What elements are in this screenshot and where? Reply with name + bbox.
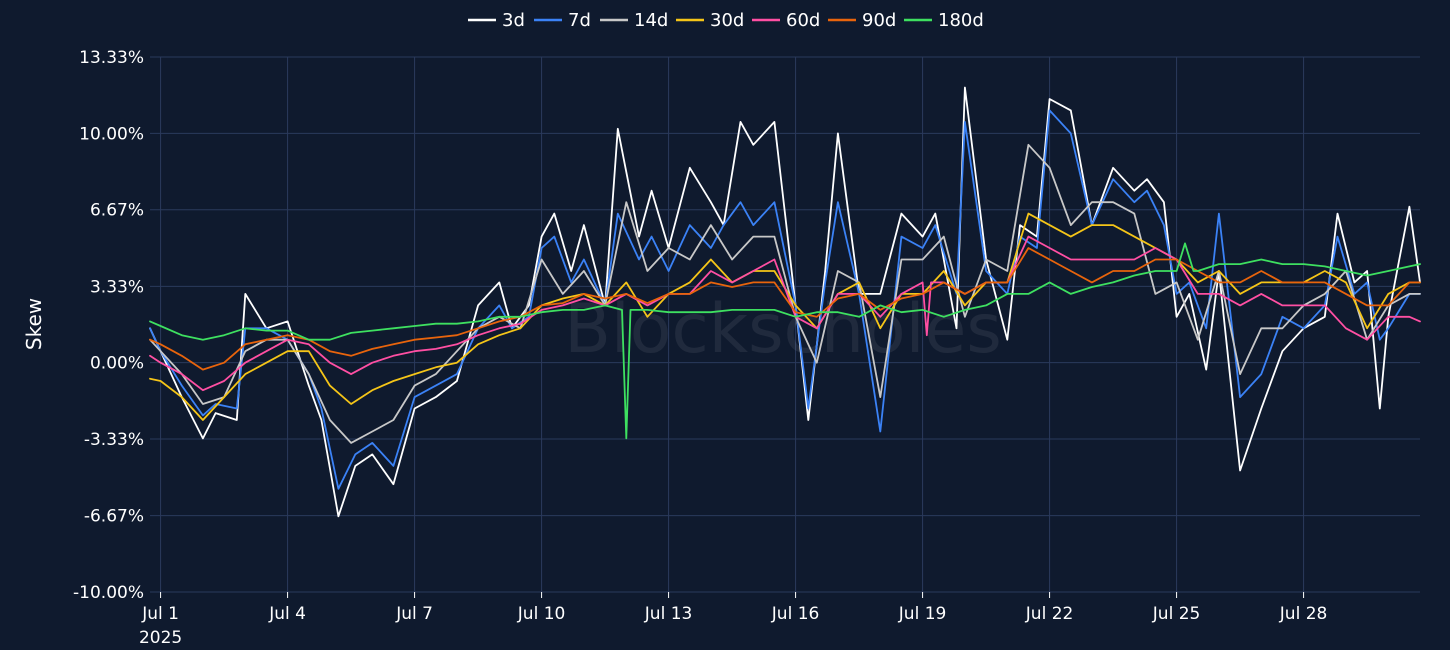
x-tick-label: Jul 22 <box>1025 604 1074 624</box>
x-tick-sublabel: 2025 <box>139 628 182 648</box>
y-tick-label: 0.00% <box>90 354 144 374</box>
series-layer <box>149 86 1421 518</box>
x-tick-label: Jul 13 <box>644 604 693 624</box>
legend-item-14d[interactable]: 14d <box>600 10 668 31</box>
x-tick-label: Jul 25 <box>1152 604 1201 624</box>
legend: 3d 7d 14d 30d 60d 90d 180d <box>468 10 984 31</box>
x-tick-label: Jul 16 <box>771 604 820 624</box>
series-line-180d <box>149 242 1421 440</box>
legend-item-3d[interactable]: 3d <box>468 10 525 31</box>
y-tick-label: 3.33% <box>90 277 144 297</box>
legend-label: 60d <box>786 10 820 31</box>
series-line-90d <box>149 247 1421 371</box>
legend-label: 14d <box>634 10 668 31</box>
grid <box>150 56 1420 593</box>
y-axis-title: Skew <box>22 298 46 350</box>
x-tick-label: Jul 1 <box>141 604 179 624</box>
y-tick-label: 10.00% <box>79 124 144 144</box>
x-tick-label: Jul 28 <box>1279 604 1328 624</box>
y-tick-label: 6.67% <box>90 201 144 221</box>
legend-item-30d[interactable]: 30d <box>676 10 744 31</box>
legend-label: 90d <box>862 10 896 31</box>
x-tick-label: Jul 4 <box>268 604 306 624</box>
legend-label: 180d <box>938 10 984 31</box>
y-tick-label: -3.33% <box>84 430 144 450</box>
legend-item-60d[interactable]: 60d <box>752 10 820 31</box>
x-tick-label: Jul 10 <box>517 604 566 624</box>
x-tick-label: Jul 7 <box>395 604 433 624</box>
series-line-60d <box>149 235 1421 392</box>
series-line-14d <box>149 143 1421 444</box>
legend-label: 3d <box>502 10 525 31</box>
y-tick-label: -10.00% <box>73 583 144 603</box>
x-tick-label: Jul 19 <box>898 604 947 624</box>
axes: 13.33% 10.00% 6.67% 3.33% 0.00% -3.33% -6.67% -… <box>73 48 1327 648</box>
legend-item-180d[interactable]: 180d <box>904 10 984 31</box>
legend-item-7d[interactable]: 7d <box>534 10 591 31</box>
legend-label: 7d <box>568 10 591 31</box>
y-tick-label: 13.33% <box>79 48 144 68</box>
legend-label: 30d <box>710 10 744 31</box>
y-tick-label: -6.67% <box>84 507 144 527</box>
legend-item-90d[interactable]: 90d <box>828 10 896 31</box>
